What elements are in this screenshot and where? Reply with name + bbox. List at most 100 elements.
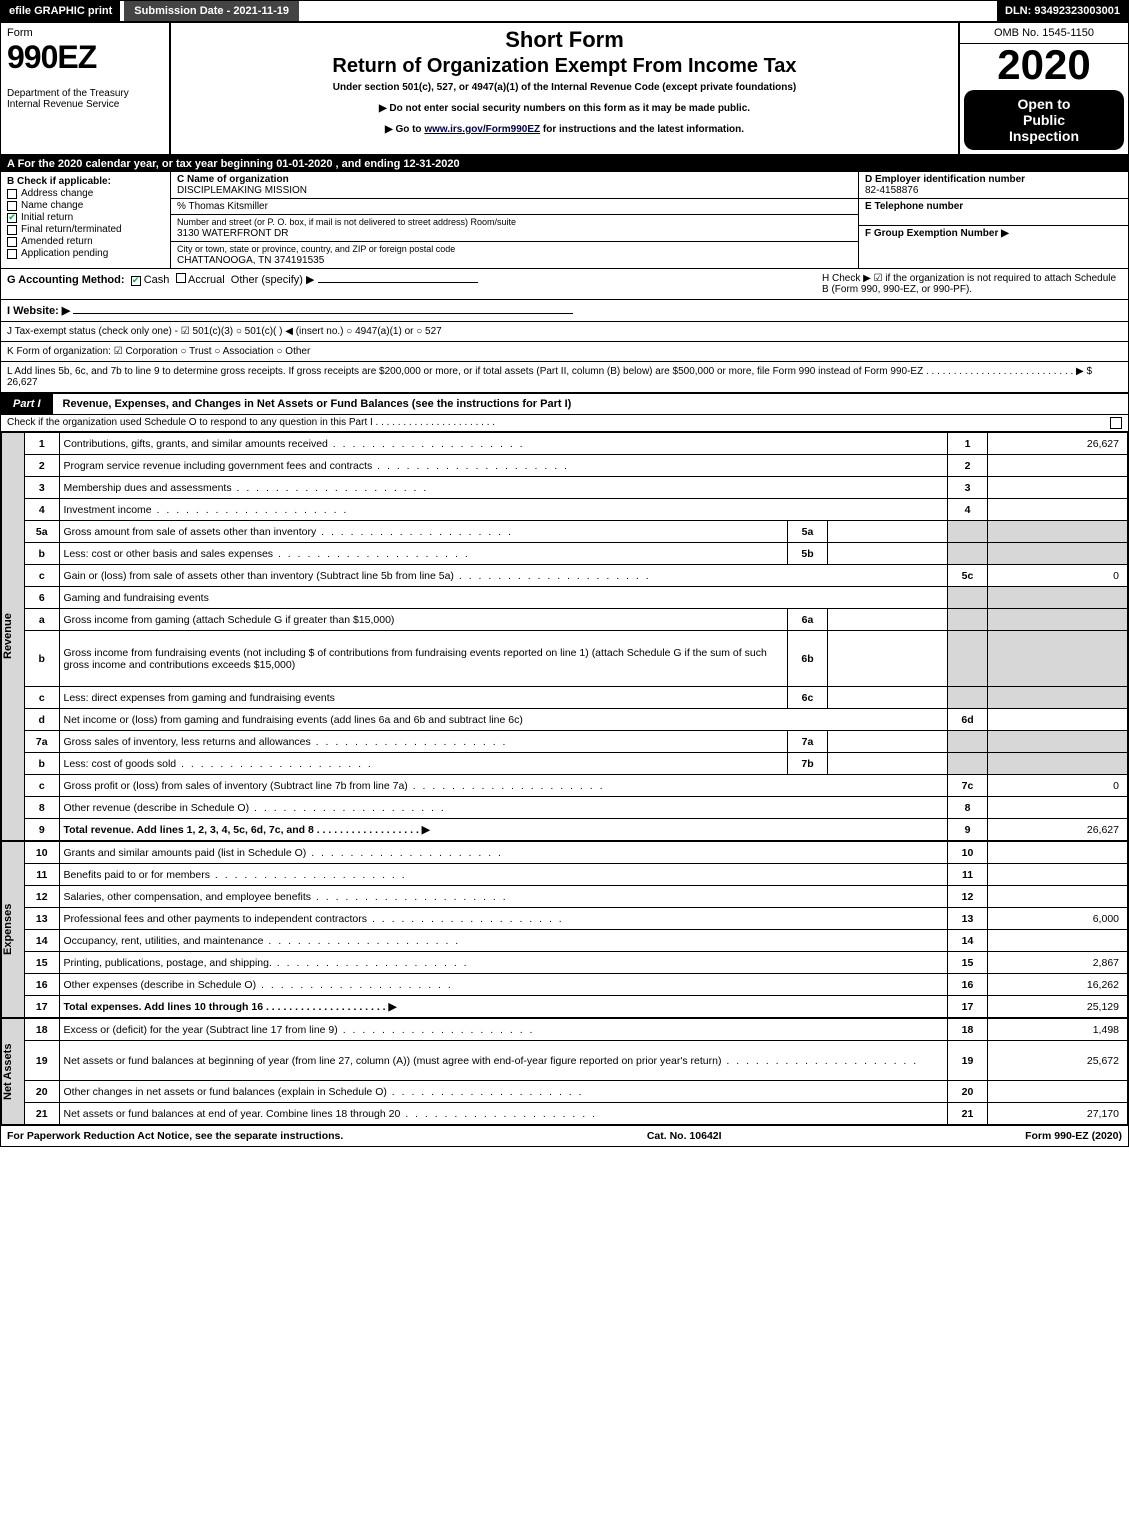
- j-tax-exempt: J Tax-exempt status (check only one) - ☑…: [1, 322, 1128, 342]
- line-16-num: 16: [25, 974, 59, 996]
- instruction-2: ▶ Go to www.irs.gov/Form990EZ for instru…: [179, 124, 950, 135]
- line-14-num: 14: [25, 930, 59, 952]
- org-name: DISCIPLEMAKING MISSION: [177, 185, 307, 196]
- short-form-title: Short Form: [179, 27, 950, 53]
- line-6-desc: Gaming and fundraising events: [59, 587, 948, 609]
- line-19-num: 19: [25, 1041, 59, 1081]
- line-4-amount: [988, 499, 1128, 521]
- line-13-amount: 6,000: [988, 908, 1128, 930]
- line-5a-num: 5a: [25, 521, 59, 543]
- top-bar: efile GRAPHIC print Submission Date - 20…: [1, 1, 1128, 23]
- line-8-num: 8: [25, 797, 59, 819]
- f-label: F Group Exemption Number ▶: [865, 228, 1009, 239]
- line-17-ref: 17: [948, 996, 988, 1018]
- line-14-desc: Occupancy, rent, utilities, and maintena…: [64, 935, 461, 947]
- form-word: Form: [7, 27, 163, 39]
- line-5c-ref: 5c: [948, 565, 988, 587]
- chk-accrual[interactable]: [176, 273, 186, 283]
- line-15-ref: 15: [948, 952, 988, 974]
- line-6-amount: [988, 587, 1128, 609]
- line-5b-ref: [948, 543, 988, 565]
- chk-amended-return[interactable]: [7, 237, 17, 247]
- line-7b-desc: Less: cost of goods sold: [64, 758, 373, 770]
- line-6d-desc: Net income or (loss) from gaming and fun…: [59, 709, 948, 731]
- chk-cash[interactable]: [131, 276, 141, 286]
- line-6a-desc: Gross income from gaming (attach Schedul…: [59, 609, 788, 631]
- line-20-amount: [988, 1081, 1128, 1103]
- other-method-input[interactable]: [318, 282, 478, 283]
- city-state-zip: CHATTANOOGA, TN 374191535: [177, 255, 324, 266]
- line-7a-amount: [988, 731, 1128, 753]
- tax-year: 2020: [960, 44, 1128, 86]
- line-5c-amount: 0: [988, 565, 1128, 587]
- chk-name-change[interactable]: [7, 201, 17, 211]
- line-12-amount: [988, 886, 1128, 908]
- form-ref: Form 990-EZ (2020): [1025, 1130, 1122, 1142]
- line-8-desc: Other revenue (describe in Schedule O): [64, 802, 446, 814]
- schedule-o-checkbox[interactable]: [1110, 417, 1122, 429]
- line-6d-ref: 6d: [948, 709, 988, 731]
- line-18-desc: Excess or (deficit) for the year (Subtra…: [64, 1024, 535, 1036]
- expenses-side-label: Expenses: [1, 841, 25, 1018]
- line-21-ref: 21: [948, 1103, 988, 1125]
- chk-application-pending[interactable]: [7, 249, 17, 259]
- line-10-ref: 10: [948, 842, 988, 864]
- line-12-desc: Salaries, other compensation, and employ…: [64, 891, 508, 903]
- line-6a-ref: [948, 609, 988, 631]
- line-11-ref: 11: [948, 864, 988, 886]
- lbl-cash: Cash: [144, 274, 170, 286]
- revenue-table: 1Contributions, gifts, grants, and simil…: [25, 432, 1128, 841]
- line-7b-amount: [988, 753, 1128, 775]
- chk-address-change[interactable]: [7, 189, 17, 199]
- department-label: Department of the Treasury Internal Reve…: [7, 88, 163, 110]
- line-1-num: 1: [25, 433, 59, 455]
- line-7a-subval: [828, 731, 948, 753]
- line-6b-subval: [828, 631, 948, 687]
- instruction-1: ▶ Do not enter social security numbers o…: [179, 103, 950, 114]
- line-7b-sub: 7b: [788, 753, 828, 775]
- line-9-amount: 26,627: [988, 819, 1128, 841]
- website-input[interactable]: [73, 313, 573, 314]
- line-6a-num: a: [25, 609, 59, 631]
- line-5b-subval: [828, 543, 948, 565]
- line-5c-desc: Gain or (loss) from sale of assets other…: [64, 570, 651, 582]
- line-7a-desc: Gross sales of inventory, less returns a…: [64, 736, 508, 748]
- chk-initial-return[interactable]: [7, 213, 17, 223]
- lbl-address-change: Address change: [21, 188, 93, 199]
- line-18-amount: 1,498: [988, 1019, 1128, 1041]
- line-5c-num: c: [25, 565, 59, 587]
- line-15-desc: Printing, publications, postage, and shi…: [64, 957, 469, 969]
- open-public-badge: Open to Public Inspection: [964, 90, 1124, 150]
- under-section: Under section 501(c), 527, or 4947(a)(1)…: [179, 82, 950, 93]
- city-label: City or town, state or province, country…: [177, 244, 455, 254]
- line-6-ref: [948, 587, 988, 609]
- part-i-header: Part I Revenue, Expenses, and Changes in…: [1, 394, 1128, 415]
- cat-number: Cat. No. 10642I: [647, 1130, 722, 1142]
- line-6b-num: b: [25, 631, 59, 687]
- line-7b-num: b: [25, 753, 59, 775]
- i-website-label: I Website: ▶: [7, 305, 70, 317]
- line-16-amount: 16,262: [988, 974, 1128, 996]
- line-4-ref: 4: [948, 499, 988, 521]
- line-5a-subval: [828, 521, 948, 543]
- line-21-desc: Net assets or fund balances at end of ye…: [64, 1108, 598, 1120]
- lbl-amended-return: Amended return: [21, 236, 93, 247]
- chk-final-return[interactable]: [7, 225, 17, 235]
- irs-link[interactable]: www.irs.gov/Form990EZ: [424, 124, 540, 135]
- line-9-desc: Total revenue. Add lines 1, 2, 3, 4, 5c,…: [64, 824, 430, 836]
- line-6a-sub: 6a: [788, 609, 828, 631]
- form-number: 990EZ: [7, 39, 163, 76]
- line-14-ref: 14: [948, 930, 988, 952]
- efile-print-button[interactable]: efile GRAPHIC print: [1, 1, 120, 21]
- line-6d-amount: [988, 709, 1128, 731]
- section-b-title: B Check if applicable:: [7, 176, 164, 187]
- line-16-ref: 16: [948, 974, 988, 996]
- line-5b-num: b: [25, 543, 59, 565]
- lbl-application-pending: Application pending: [21, 248, 108, 259]
- expenses-table: 10Grants and similar amounts paid (list …: [25, 841, 1128, 1018]
- line-6d-num: d: [25, 709, 59, 731]
- ein-value: 82-4158876: [865, 185, 918, 196]
- submission-date-button[interactable]: Submission Date - 2021-11-19: [124, 1, 299, 21]
- line-7c-ref: 7c: [948, 775, 988, 797]
- line-6c-num: c: [25, 687, 59, 709]
